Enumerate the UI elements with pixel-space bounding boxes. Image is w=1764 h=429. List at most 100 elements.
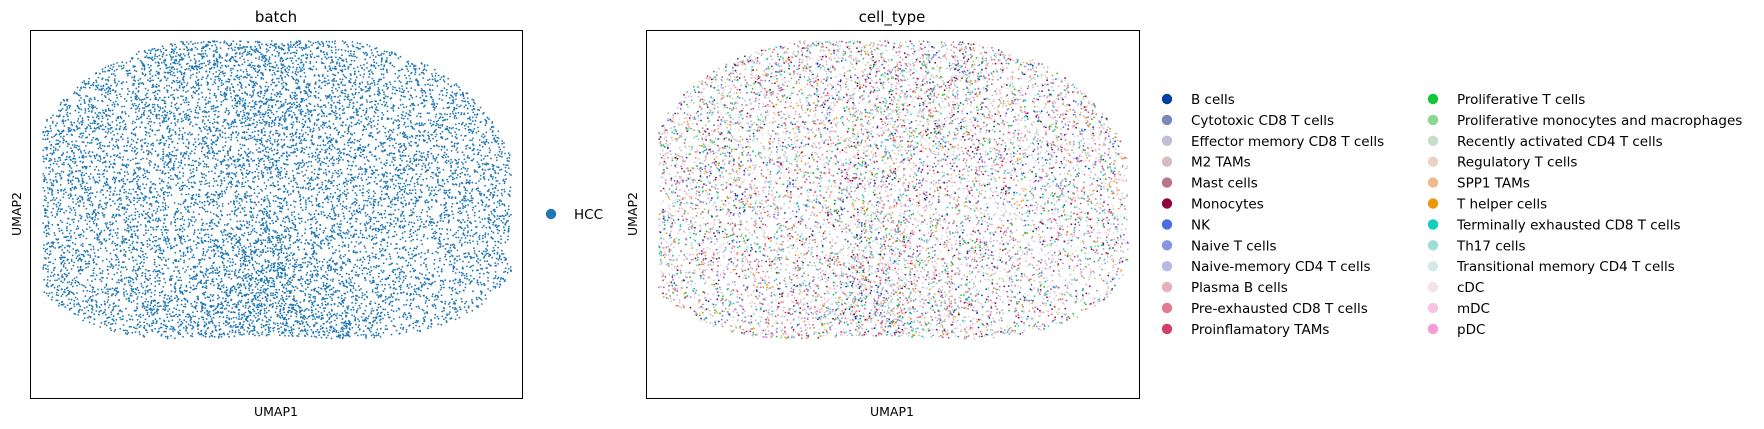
scatter-point [107,306,110,309]
scatter-point [173,202,176,204]
scatter-point [170,279,173,281]
scatter-point [227,273,230,276]
scatter-point [482,133,485,136]
scatter-point [437,189,440,192]
scatter-point [504,152,506,155]
scatter-point [311,141,313,144]
scatter-point [405,165,408,168]
scatter-point [119,172,121,175]
scatter-point [73,91,76,93]
scatter-point [62,122,65,125]
scatter-point [202,126,205,129]
scatter-point [181,135,184,138]
scatter-point [276,77,278,80]
scatter-point [249,210,251,213]
scatter-point [154,61,157,64]
scatter-point [287,309,290,312]
scatter-point [416,215,418,218]
scatter-point [302,54,305,57]
scatter-point [150,144,152,146]
scatter-point [422,124,425,126]
scatter-point [360,148,363,151]
scatter-point [395,222,397,225]
scatter-point [123,164,126,167]
scatter-point [161,268,164,270]
scatter-point [503,142,505,144]
scatter-point [277,205,279,208]
scatter-point [497,143,500,145]
scatter-point [330,110,333,112]
scatter-point [193,216,196,219]
scatter-point [88,99,91,102]
scatter-point [361,153,364,156]
scatter-point [146,304,149,306]
scatter-point [109,90,112,93]
scatter-point [200,218,203,221]
scatter-point [175,308,178,311]
scatter-point [157,48,160,51]
scatter-point [339,256,341,258]
scatter-point [165,243,168,245]
scatter-point [237,48,240,51]
scatter-point [374,192,376,195]
scatter-point [272,329,275,332]
scatter-point [459,210,461,213]
scatter-point [261,122,263,125]
scatter-point [340,223,343,226]
scatter-point [217,77,220,80]
scatter-point [115,259,117,261]
scatter-point [173,270,176,272]
scatter-point [461,99,463,102]
scatter-point [208,149,211,152]
scatter-point [205,96,208,99]
scatter-point [133,169,136,172]
scatter-point [114,145,116,148]
scatter-point [242,109,245,112]
scatter-point [311,156,314,159]
scatter-point [458,122,460,125]
scatter-point [443,238,445,241]
scatter-point [292,62,294,65]
scatter-point [161,171,164,174]
scatter-point [243,167,246,170]
scatter-point [202,274,205,277]
scatter-point [259,239,262,242]
scatter-point [129,244,132,247]
scatter-point [476,171,479,174]
scatter-point [338,64,341,67]
scatter-point [382,187,385,189]
scatter-point [500,238,503,241]
scatter-point [249,94,252,96]
scatter-point [126,333,129,336]
scatter-point [320,115,323,118]
scatter-point [143,281,146,284]
scatter-point [335,80,338,82]
scatter-point [161,55,164,58]
scatter-point [295,261,298,263]
scatter-point [421,209,424,211]
scatter-point [477,187,480,190]
scatter-point [280,154,283,157]
scatter-point [260,254,262,256]
scatter-point [345,322,348,325]
scatter-point [373,115,375,118]
scatter-point [47,268,49,271]
scatter-point [208,310,211,313]
scatter-point [410,144,413,147]
scatter-point [393,318,395,320]
scatter-point [129,294,132,297]
scatter-point [307,219,309,221]
scatter-point [93,96,96,99]
scatter-point [207,200,209,203]
scatter-point [444,253,447,256]
scatter-point [428,194,431,197]
scatter-point [368,73,371,76]
scatter-point [460,221,463,224]
scatter-point [68,298,70,301]
scatter-point [376,93,379,96]
scatter-point [73,155,76,157]
scatter-point [317,286,320,289]
scatter-point [293,103,296,106]
scatter-point [435,122,438,125]
scatter-point [414,123,417,126]
